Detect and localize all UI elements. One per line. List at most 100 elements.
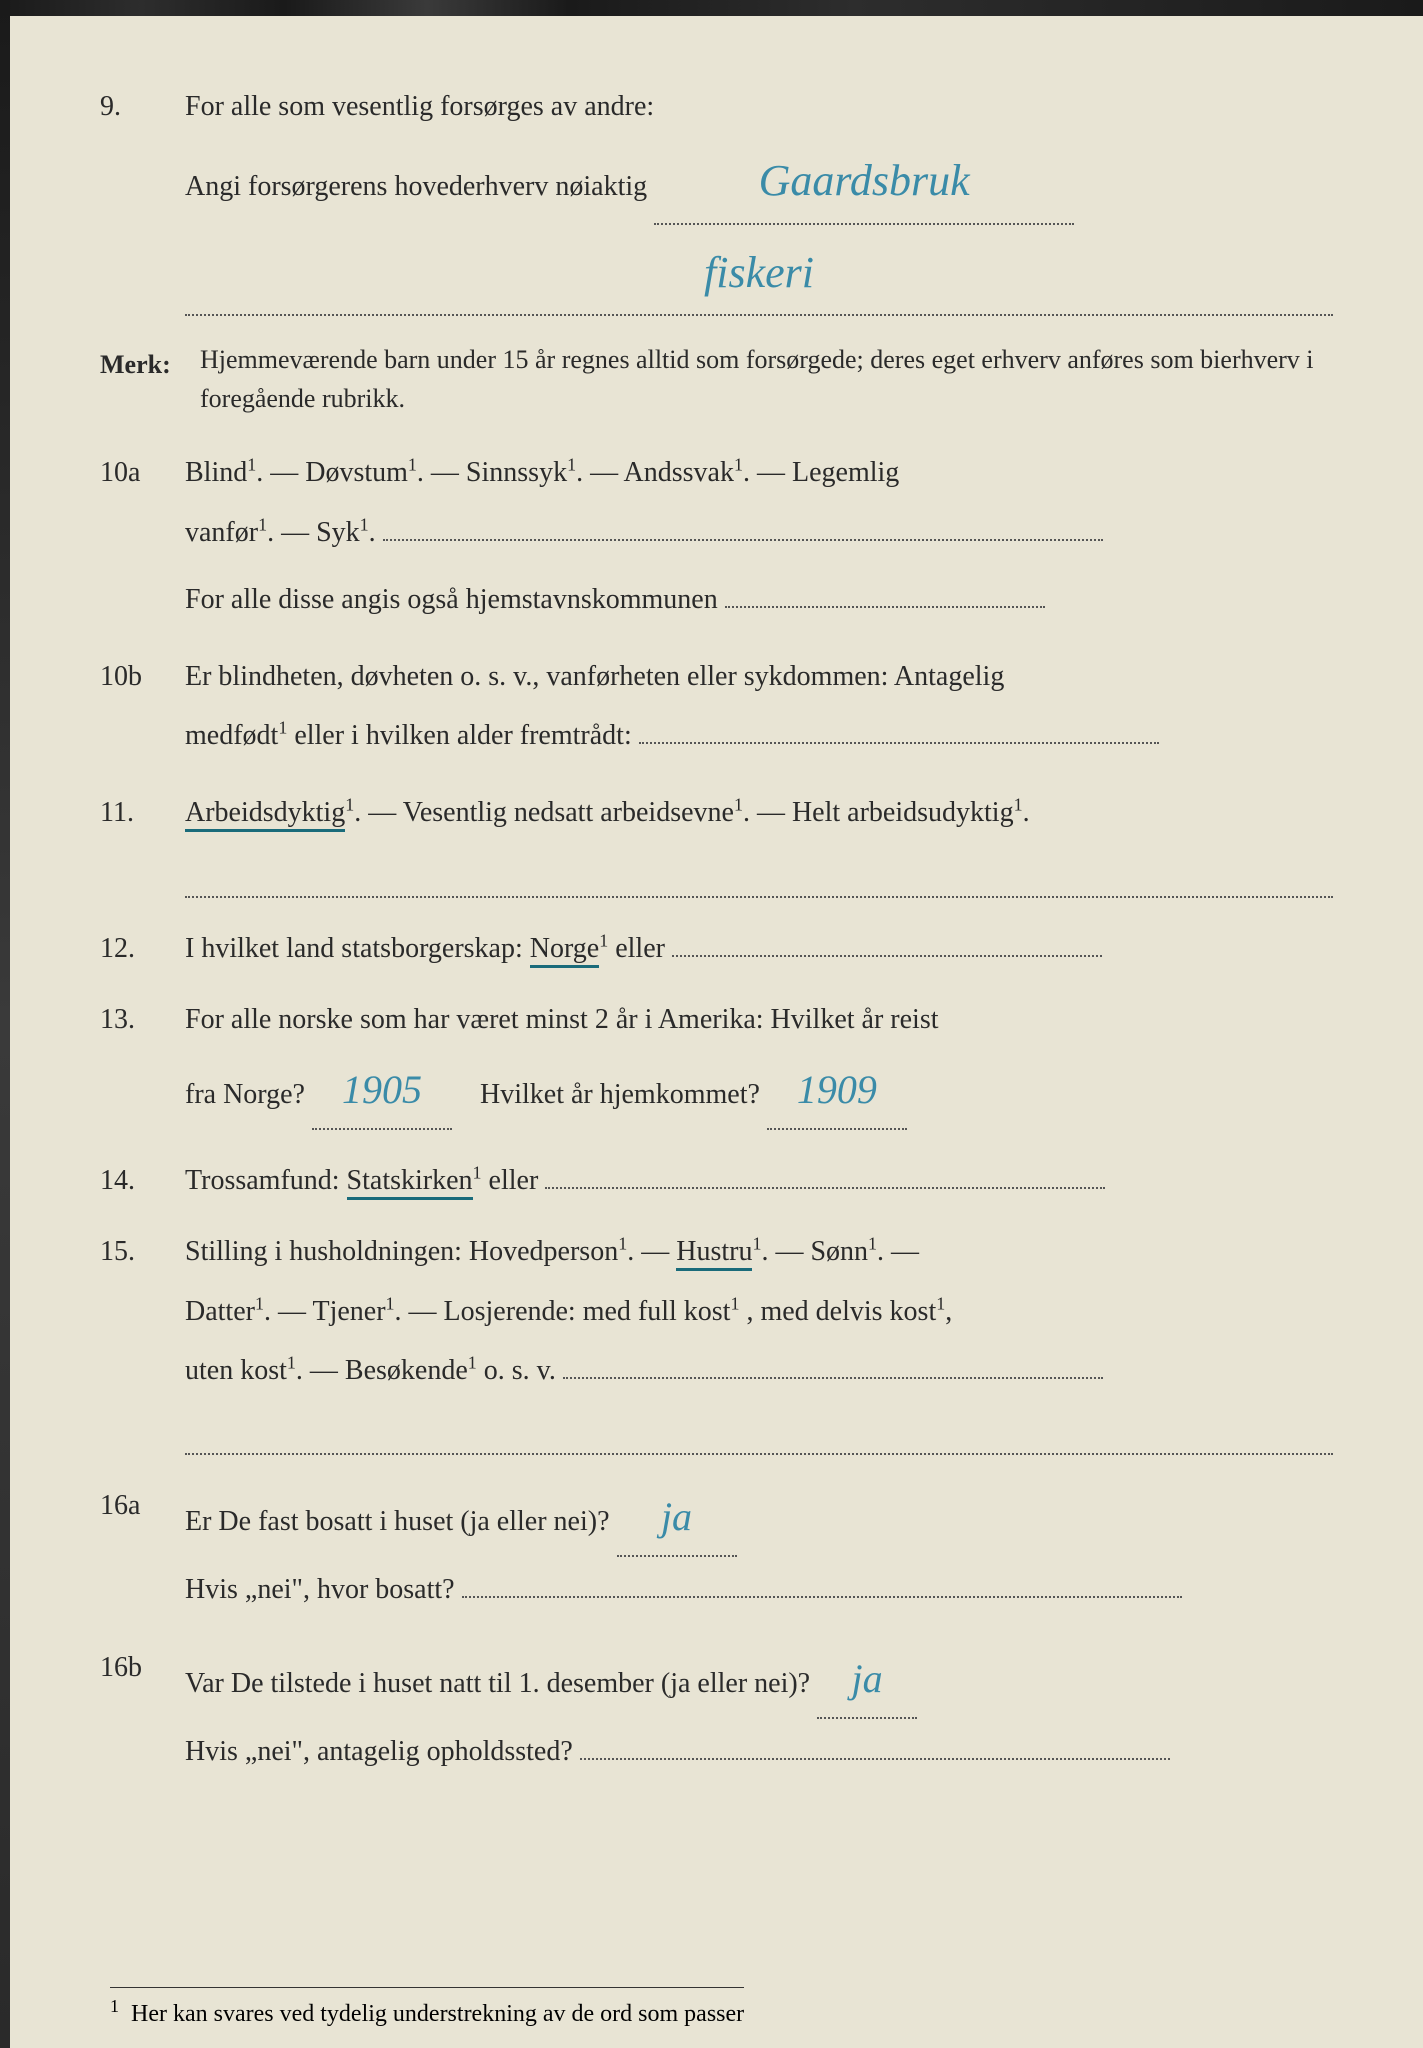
q13-line2: fra Norge? 1905 Hvilket år hjemkommet? 1… <box>185 1052 1333 1130</box>
question-number: 10b <box>100 650 185 768</box>
opt-hustru-selected: Hustru <box>676 1236 752 1271</box>
question-9: 9. For alle som vesentlig forsørges av a… <box>100 80 1333 322</box>
q15-hovedperson: Stilling i husholdningen: Hovedperson <box>185 1236 618 1267</box>
q16b-answer-field: ja <box>817 1641 917 1719</box>
scan-top-artifact <box>0 0 1423 16</box>
question-number: 15. <box>100 1225 185 1461</box>
q15-row2: Datter1. — Tjener1. — Losjerende: med fu… <box>185 1285 1333 1338</box>
separator: — <box>409 1296 444 1327</box>
opt-sonn: Sønn <box>810 1236 868 1267</box>
question-number: 9. <box>100 80 185 322</box>
blank-line <box>462 1596 1182 1598</box>
q13-year-return: 1909 <box>797 1052 877 1128</box>
q15-delvis: , med delvis kost <box>746 1296 936 1327</box>
question-number: 16b <box>100 1641 185 1784</box>
question-13: 13. For alle norske som har været minst … <box>100 993 1333 1136</box>
opt-andssvak: Andssvak <box>624 457 734 488</box>
q13-from-norway: fra Norge? <box>185 1079 305 1110</box>
q16b-line2: Hvis „nei", antagelig opholdssted? <box>185 1725 1333 1778</box>
q13-year-left-field: 1905 <box>312 1052 452 1130</box>
separator: — <box>368 797 403 828</box>
question-14: 14. Trossamfund: Statskirken1 eller <box>100 1154 1333 1207</box>
separator: — <box>270 457 305 488</box>
q9-answer1: Gaardsbruk <box>759 139 970 223</box>
q16b-question: Var De tilstede i huset natt til 1. dese… <box>185 1668 810 1699</box>
q15-losjerende: Losjerende: med full kost <box>444 1296 731 1327</box>
q14-text: Trossamfund: <box>185 1165 347 1196</box>
question-content: Var De tilstede i huset natt til 1. dese… <box>185 1641 1333 1784</box>
q13-year-left: 1905 <box>342 1052 422 1128</box>
q10a-line3: For alle disse angis også hjemstavnskomm… <box>185 573 1333 626</box>
blank-line <box>185 846 1333 898</box>
q10b-line1: Er blindheten, døvheten o. s. v., vanfør… <box>185 650 1333 703</box>
separator: — <box>757 457 792 488</box>
q16a-answer: ja <box>661 1479 692 1555</box>
form-page: 9. For alle som vesentlig forsørges av a… <box>0 0 1423 1842</box>
blank-line <box>563 1377 1103 1379</box>
question-number: 14. <box>100 1154 185 1207</box>
footnote-marker: 1 <box>110 1996 119 2016</box>
q15-uten-kost: uten kost <box>185 1355 287 1386</box>
q10a-options-row1: Blind1. — Døvstum1. — Sinnssyk1. — Andss… <box>185 446 1333 499</box>
question-content: Arbeidsdyktig1. — Vesentlig nedsatt arbe… <box>185 786 1333 904</box>
question-content: For alle som vesentlig forsørges av andr… <box>185 80 1333 322</box>
question-10a: 10a Blind1. — Døvstum1. — Sinnssyk1. — A… <box>100 446 1333 632</box>
q9-answer2: fiskeri <box>704 231 814 315</box>
question-content: Blind1. — Døvstum1. — Sinnssyk1. — Andss… <box>185 446 1333 632</box>
question-content: I hvilket land statsborgerskap: Norge1 e… <box>185 922 1333 975</box>
blank-line <box>580 1758 1170 1760</box>
q9-prompt: Angi forsørgerens hovederhverv nøiaktig <box>185 171 647 202</box>
question-content: For alle norske som har været minst 2 år… <box>185 993 1333 1136</box>
separator: — <box>590 457 623 488</box>
q9-line2: Angi forsørgerens hovederhverv nøiaktig … <box>185 139 1333 225</box>
footnote-text: Her kan svares ved tydelig understreknin… <box>131 2001 744 2027</box>
question-15: 15. Stilling i husholdningen: Hovedperso… <box>100 1225 1333 1461</box>
q16b-line1: Var De tilstede i huset natt til 1. dese… <box>185 1641 1333 1719</box>
q15-osv: o. s. v. <box>484 1355 556 1386</box>
note-merk: Merk: Hjemmeværende barn under 15 år reg… <box>100 340 1333 418</box>
question-number: 11. <box>100 786 185 904</box>
q10b-suffix: eller i hvilken alder fremtrådt: <box>294 720 631 751</box>
q16a-line2: Hvis „nei", hvor bosatt? <box>185 1563 1333 1616</box>
merk-text: Hjemmeværende barn under 15 år regnes al… <box>200 340 1333 418</box>
q13-line1: For alle norske som har været minst 2 år… <box>185 993 1333 1046</box>
q9-continuation-line: fiskeri <box>185 231 1333 317</box>
question-16b: 16b Var De tilstede i huset natt til 1. … <box>100 1641 1333 1784</box>
q9-line1: For alle som vesentlig forsørges av andr… <box>185 80 1333 133</box>
question-number: 12. <box>100 922 185 975</box>
medfodt: medfødt <box>185 720 278 751</box>
separator: — <box>775 1236 810 1267</box>
merk-label: Merk: <box>100 340 200 418</box>
q10a-hjemstavn-text: For alle disse angis også hjemstavnskomm… <box>185 584 718 615</box>
opt-legemlig: Legemlig <box>792 457 899 488</box>
question-number: 13. <box>100 993 185 1136</box>
opt-nedsatt: Vesentlig nedsatt arbeidsevne <box>403 797 734 828</box>
q11-options: Arbeidsdyktig1. — Vesentlig nedsatt arbe… <box>185 786 1333 839</box>
opt-arbeidsdyktig-selected: Arbeidsdyktig <box>185 797 345 832</box>
q16a-hvis-nei: Hvis „nei", hvor bosatt? <box>185 1574 455 1605</box>
question-16a: 16a Er De fast bosatt i huset (ja eller … <box>100 1479 1333 1622</box>
opt-tjener: Tjener <box>312 1296 385 1327</box>
separator: — <box>891 1236 919 1267</box>
opt-vanfor: vanfør <box>185 517 258 548</box>
q15-besokende: Besøkende <box>345 1355 468 1386</box>
blank-line <box>545 1187 1105 1189</box>
question-content: Er De fast bosatt i huset (ja eller nei)… <box>185 1479 1333 1622</box>
question-content: Trossamfund: Statskirken1 eller <box>185 1154 1333 1207</box>
q14-suffix: eller <box>489 1165 539 1196</box>
q10b-line2: medfødt1 eller i hvilken alder fremtrådt… <box>185 709 1333 762</box>
q16a-line1: Er De fast bosatt i huset (ja eller nei)… <box>185 1479 1333 1557</box>
q16b-hvis-nei: Hvis „nei", antagelig opholdssted? <box>185 1736 573 1767</box>
separator: — <box>281 517 316 548</box>
q16b-answer: ja <box>852 1641 883 1717</box>
q16a-question: Er De fast bosatt i huset (ja eller nei)… <box>185 1506 610 1537</box>
blank-line <box>672 955 1102 957</box>
blank-line <box>725 606 1045 608</box>
question-number: 10a <box>100 446 185 632</box>
opt-udyktig: Helt arbeidsudyktig <box>792 797 1014 828</box>
opt-sinnssyk: Sinnssyk <box>466 457 567 488</box>
q15-row3: uten kost1. — Besøkende1 o. s. v. <box>185 1344 1333 1397</box>
q14-statskirken-selected: Statskirken <box>347 1165 473 1200</box>
q15-row1: Stilling i husholdningen: Hovedperson1. … <box>185 1225 1333 1278</box>
blank-line <box>639 742 1159 744</box>
